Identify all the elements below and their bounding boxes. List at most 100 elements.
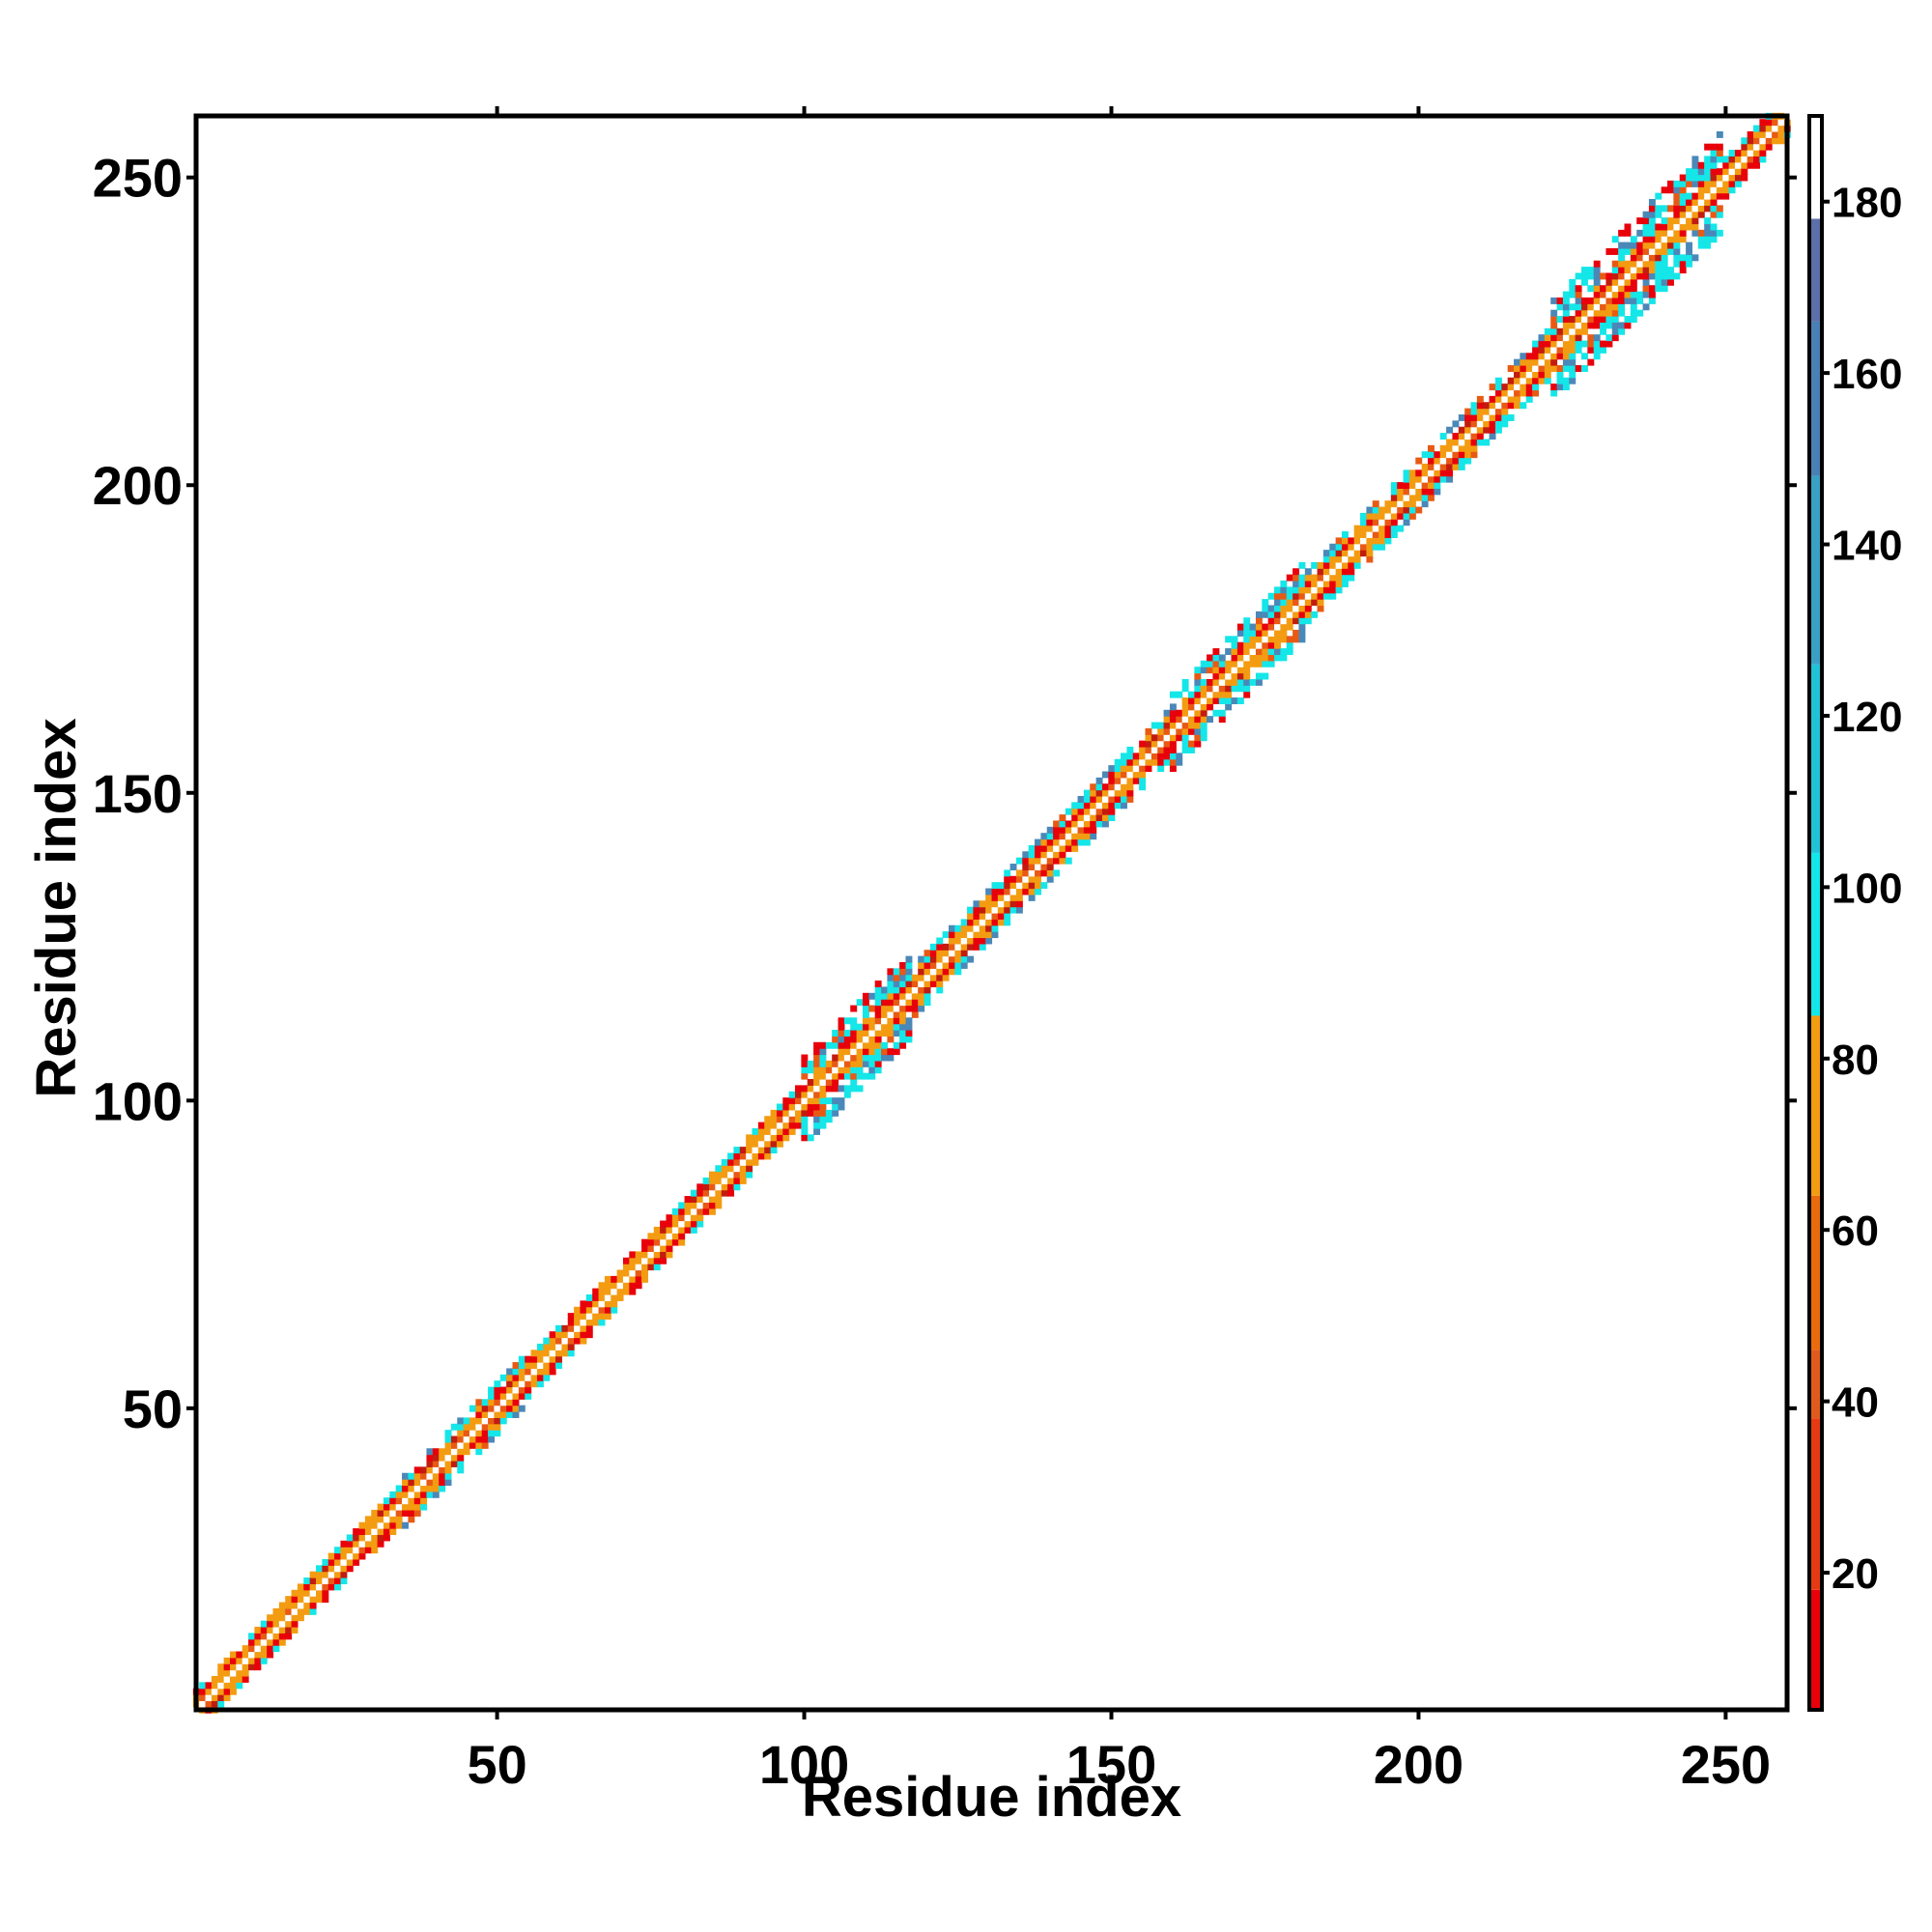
heatmap-cell xyxy=(254,1663,262,1671)
heatmap-cell xyxy=(1618,247,1626,255)
heatmap-cell xyxy=(309,1571,317,1578)
heatmap-cell xyxy=(1403,494,1410,501)
heatmap-cell xyxy=(678,1208,686,1215)
heatmap-cell xyxy=(973,900,980,908)
heatmap-cell xyxy=(1311,611,1319,618)
heatmap-cell xyxy=(297,1614,304,1622)
heatmap-cell xyxy=(1716,229,1723,237)
heatmap-cell xyxy=(1704,217,1712,225)
heatmap-cell xyxy=(1673,211,1681,218)
heatmap-cell xyxy=(1452,439,1460,446)
heatmap-cell xyxy=(278,1633,286,1640)
heatmap-cell xyxy=(1121,777,1127,784)
heatmap-cell xyxy=(1157,740,1165,748)
heatmap-cell xyxy=(567,1319,575,1326)
heatmap-cell xyxy=(770,1134,778,1142)
heatmap-cell xyxy=(746,1147,753,1154)
heatmap-cell xyxy=(1145,765,1152,773)
heatmap-cell xyxy=(1207,660,1214,668)
heatmap-cell xyxy=(1360,550,1367,557)
heatmap-cell xyxy=(1101,771,1109,779)
heatmap-cell xyxy=(1280,599,1288,607)
heatmap-cell xyxy=(788,1109,796,1117)
heatmap-cell xyxy=(1704,143,1712,151)
heatmap-cell xyxy=(1207,654,1214,662)
heatmap-cell xyxy=(801,1103,809,1111)
heatmap-cell xyxy=(696,1214,704,1222)
heatmap-cell xyxy=(1090,808,1097,815)
heatmap-cell xyxy=(991,882,999,890)
heatmap-cell xyxy=(377,1528,384,1536)
heatmap-cell xyxy=(353,1547,360,1554)
colorbar-segment xyxy=(1809,1418,1822,1590)
x-axis-ticks: 50 100 150 200 250 xyxy=(467,106,1771,1795)
heatmap-cell xyxy=(684,1202,692,1209)
heatmap-cell xyxy=(1194,691,1202,698)
heatmap-cell xyxy=(1642,223,1650,231)
heatmap-cell xyxy=(585,1306,593,1314)
heatmap-cell xyxy=(1322,586,1330,594)
heatmap-cell xyxy=(1035,875,1041,883)
heatmap-cell xyxy=(893,1023,900,1031)
heatmap-cell xyxy=(1636,297,1644,304)
heatmap-cell xyxy=(1434,451,1441,459)
heatmap-cell xyxy=(1090,783,1097,791)
heatmap-cell xyxy=(671,1233,679,1240)
heatmap-cell xyxy=(770,1127,778,1135)
heatmap-cell xyxy=(1673,242,1681,249)
heatmap-cell xyxy=(1747,156,1754,163)
heatmap-cell xyxy=(1151,734,1158,742)
heatmap-cell xyxy=(973,919,980,926)
heatmap-cell xyxy=(887,1023,895,1031)
heatmap-cell xyxy=(1753,150,1760,156)
heatmap-cell xyxy=(543,1337,551,1345)
heatmap-cell xyxy=(795,1116,802,1123)
heatmap-cell xyxy=(1028,882,1036,890)
heatmap-cell xyxy=(580,1313,587,1321)
heatmap-cell xyxy=(1587,309,1595,317)
heatmap-cell xyxy=(1514,395,1520,403)
heatmap-cell xyxy=(832,1109,839,1117)
heatmap-cell xyxy=(1691,229,1699,237)
heatmap-cell xyxy=(1341,568,1349,576)
heatmap-cell xyxy=(1317,599,1324,607)
heatmap-cell xyxy=(457,1461,465,1467)
heatmap-cell xyxy=(1243,667,1251,674)
heatmap-cell xyxy=(1163,709,1171,717)
heatmap-cell xyxy=(1777,125,1785,132)
heatmap-cell xyxy=(1686,205,1693,213)
heatmap-cell xyxy=(1428,482,1435,490)
heatmap-cell xyxy=(635,1251,642,1259)
heatmap-cell xyxy=(862,1036,869,1043)
heatmap-cell xyxy=(1243,623,1251,631)
heatmap-cell xyxy=(1556,346,1564,354)
heatmap-cell xyxy=(604,1306,611,1314)
heatmap-cell xyxy=(1538,377,1546,384)
heatmap-cell xyxy=(856,1030,864,1037)
heatmap-cell xyxy=(1439,457,1447,465)
heatmap-cell xyxy=(801,1127,809,1135)
heatmap-cell xyxy=(1194,667,1202,674)
heatmap-cell xyxy=(899,992,907,1000)
heatmap-cell xyxy=(1188,747,1195,753)
heatmap-cell xyxy=(1525,395,1533,403)
heatmap-cell xyxy=(1494,426,1502,434)
heatmap-cell xyxy=(629,1282,637,1290)
heatmap-cell xyxy=(923,955,931,963)
heatmap-cell xyxy=(1249,678,1257,686)
heatmap-cell xyxy=(457,1441,465,1449)
heatmap-cell xyxy=(1053,857,1061,865)
heatmap-cell xyxy=(918,955,925,963)
heatmap-cell xyxy=(592,1300,600,1308)
heatmap-cell xyxy=(1728,150,1736,156)
heatmap-cell xyxy=(1458,463,1465,470)
heatmap-cell xyxy=(567,1337,575,1345)
heatmap-cell xyxy=(1329,543,1337,551)
heatmap-cell xyxy=(1408,482,1416,490)
heatmap-cell xyxy=(1655,242,1662,249)
heatmap-cell xyxy=(229,1682,237,1690)
heatmap-cell xyxy=(991,931,999,939)
heatmap-cell xyxy=(426,1454,434,1462)
heatmap-cell xyxy=(327,1577,335,1584)
heatmap-cell xyxy=(1317,568,1324,576)
